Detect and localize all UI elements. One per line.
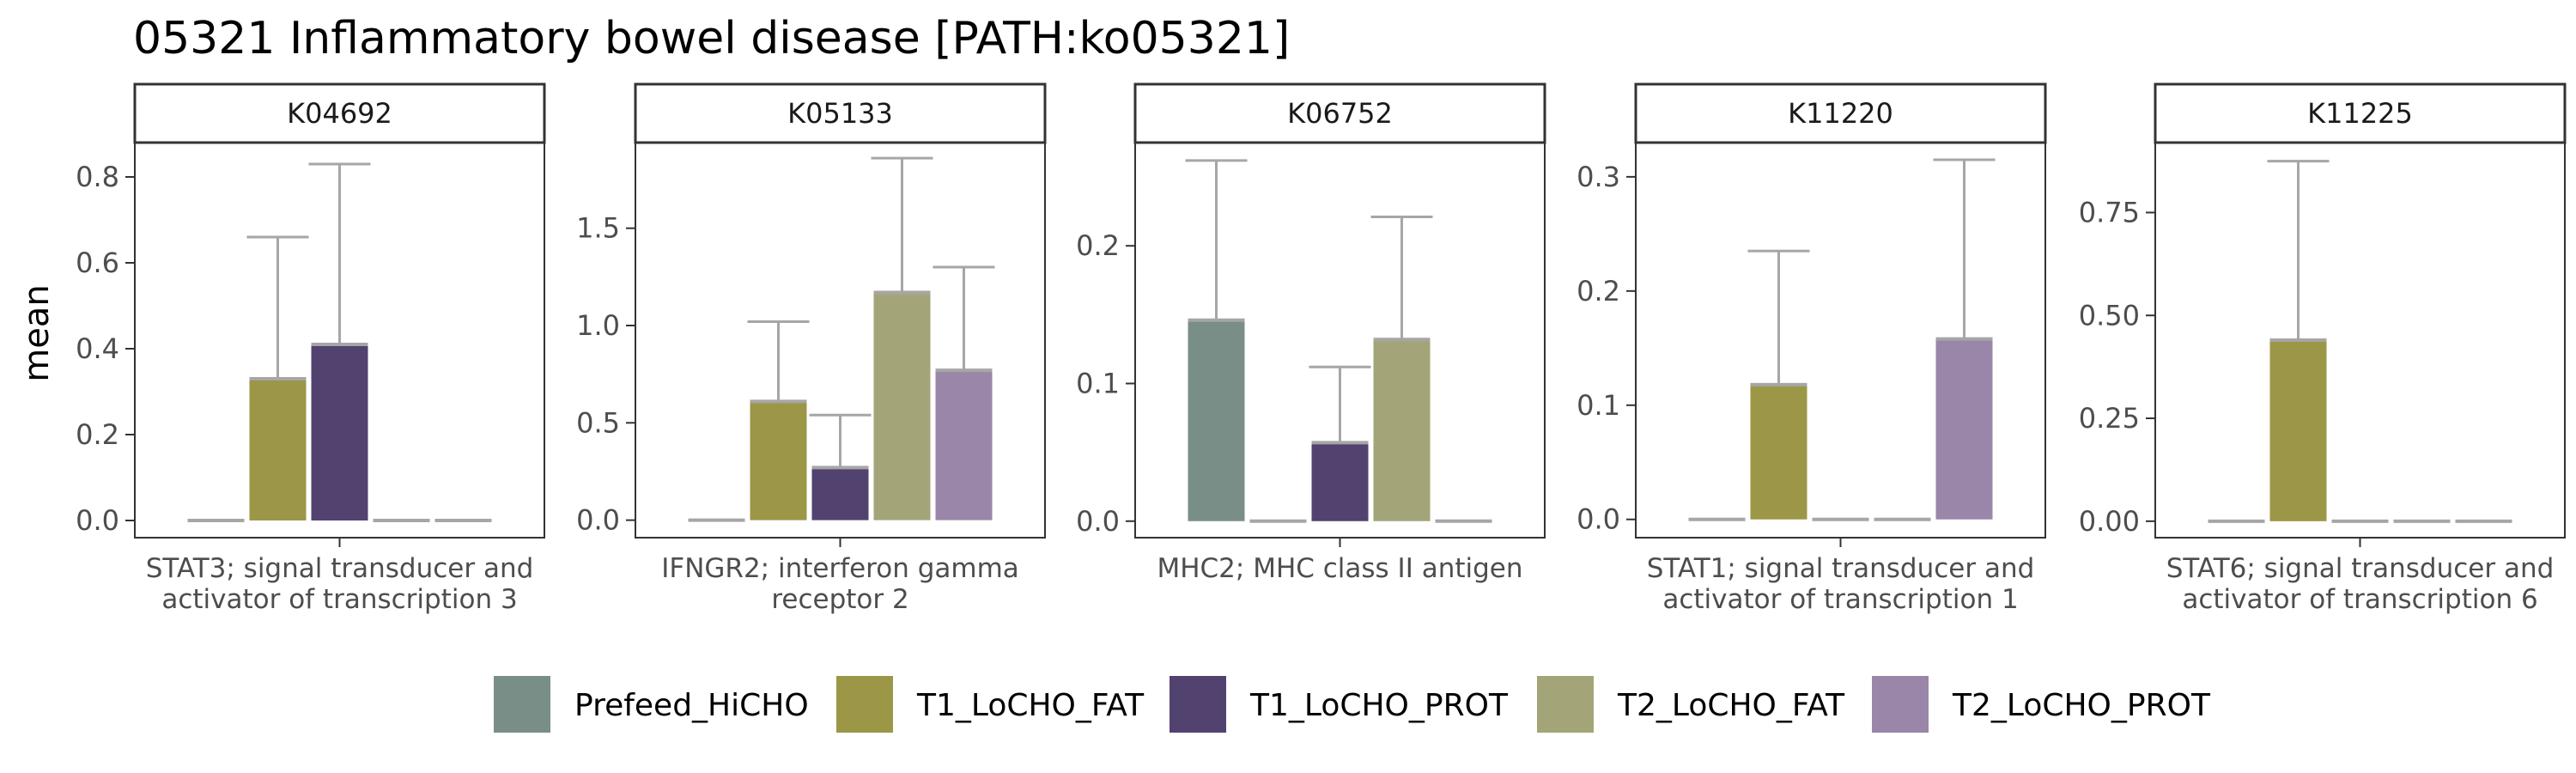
bar-Prefeed_HiCHO xyxy=(1188,320,1245,521)
bar-T1_LoCHO_PROT xyxy=(811,467,869,520)
bar-T1_LoCHO_FAT xyxy=(2269,340,2327,521)
x-category-label: MHC2; MHC class II antigen xyxy=(1157,553,1522,584)
facet-panel-K05133: K05133 0.0 0.5 1.0 1.5 IFNGR2; interferon gam… xyxy=(576,82,1047,615)
y-tick-label: 0.00 xyxy=(2079,505,2140,538)
x-category-label: STAT6; signal transducer and xyxy=(2166,553,2555,584)
legend-label: T2_LoCHO_FAT xyxy=(1617,688,1845,723)
y-tick-label: 0.75 xyxy=(2079,196,2140,228)
bar-T1_LoCHO_PROT xyxy=(311,344,368,520)
bar-T2_LoCHO_PROT xyxy=(1935,338,1993,520)
legend-label: T2_LoCHO_PROT xyxy=(1952,688,2211,723)
y-tick-label: 0.8 xyxy=(76,161,119,193)
legend-item-T2_LoCHO_FAT: T2_LoCHO_FAT xyxy=(1537,676,1845,733)
legend-swatch xyxy=(1170,676,1226,733)
bar-T2_LoCHO_PROT xyxy=(935,370,993,520)
facet-strip-label: K05133 xyxy=(787,97,893,130)
x-category-label: activator of transcription 1 xyxy=(1662,584,2018,615)
y-tick-label: 0.6 xyxy=(76,247,119,279)
facet-strip xyxy=(1133,82,1546,144)
legend-swatch xyxy=(1872,676,1929,733)
y-tick-label: 0.2 xyxy=(1076,229,1120,262)
x-category-label: activator of transcription 3 xyxy=(161,584,517,615)
legend-item-T1_LoCHO_PROT: T1_LoCHO_PROT xyxy=(1170,676,1509,733)
legend-item-T1_LoCHO_FAT: T1_LoCHO_FAT xyxy=(836,676,1145,733)
legend: Prefeed_HiCHO T1_LoCHO_FAT T1_LoCHO_PROT T2… xyxy=(494,676,2211,733)
x-category-label: activator of transcription 6 xyxy=(2182,584,2537,615)
facet-strip-label: K04692 xyxy=(287,97,392,130)
panel-frame xyxy=(2154,142,2566,539)
x-category-label: STAT3; signal transducer and xyxy=(146,553,534,584)
legend-item-T2_LoCHO_PROT: T2_LoCHO_PROT xyxy=(1872,676,2211,733)
y-tick-label: 0.0 xyxy=(76,504,119,537)
y-tick-label: 0.3 xyxy=(1577,161,1620,193)
legend-swatch xyxy=(494,676,550,733)
facet-strip xyxy=(1634,82,2047,144)
bar-T1_LoCHO_PROT xyxy=(1311,442,1369,521)
chart-title: 05321 Inflammatory bowel disease [PATH:k… xyxy=(133,13,1290,64)
y-tick-label: 1.0 xyxy=(576,309,620,342)
bar-T1_LoCHO_FAT xyxy=(249,379,307,520)
facet-strip xyxy=(133,82,546,144)
facet-panels: K04692 0.0 0.2 0.4 0.6 0.8 STAT3; signal trans… xyxy=(76,82,2567,615)
facet-strip-label: K06752 xyxy=(1287,97,1393,130)
y-tick-label: 0.4 xyxy=(76,332,119,365)
bar-T2_LoCHO_FAT xyxy=(1373,339,1431,521)
y-tick-label: 0.1 xyxy=(1076,367,1120,399)
y-tick-label: 0.5 xyxy=(576,406,620,439)
x-category-label: IFNGR2; interferon gamma xyxy=(661,553,1019,584)
facet-panel-K11220: K11220 0.0 0.1 0.2 0.3 STAT1; signal transduc… xyxy=(1577,82,2047,615)
facet-panel-K06752: K06752 0.0 0.1 0.2 MHC2; MHC class II antige… xyxy=(1076,82,1546,584)
legend-label: T1_LoCHO_FAT xyxy=(916,688,1145,723)
legend-swatch xyxy=(1537,676,1594,733)
y-axis-label: mean xyxy=(17,284,57,381)
facet-panel-K11225: K11225 0.00 0.25 0.50 0.75 STAT6; signal tran… xyxy=(2079,82,2567,615)
facet-panel-K04692: K04692 0.0 0.2 0.4 0.6 0.8 STAT3; signal trans… xyxy=(76,82,546,615)
bar-T1_LoCHO_FAT xyxy=(1750,384,1807,520)
bar-T2_LoCHO_FAT xyxy=(873,292,931,520)
facet-strip xyxy=(2154,82,2567,144)
y-tick-label: 0.0 xyxy=(576,504,620,537)
legend-swatch xyxy=(836,676,893,733)
x-category-label: STAT1; signal transducer and xyxy=(1647,553,2035,584)
y-tick-label: 0.25 xyxy=(2079,402,2140,435)
facet-strip-label: K11220 xyxy=(1788,97,1893,130)
legend-label: T1_LoCHO_PROT xyxy=(1249,688,1509,723)
facet-strip xyxy=(634,82,1047,144)
facet-strip-label: K11225 xyxy=(2307,97,2413,130)
bar-T1_LoCHO_FAT xyxy=(750,401,807,520)
y-tick-label: 1.5 xyxy=(576,212,620,245)
x-category-label: receptor 2 xyxy=(771,584,908,615)
legend-item-Prefeed_HiCHO: Prefeed_HiCHO xyxy=(494,676,809,733)
legend-label: Prefeed_HiCHO xyxy=(574,688,809,723)
y-tick-label: 0.2 xyxy=(1577,275,1620,307)
y-tick-label: 0.0 xyxy=(1076,505,1120,538)
y-tick-label: 0.2 xyxy=(76,418,119,451)
y-tick-label: 0.1 xyxy=(1577,389,1620,422)
y-tick-label: 0.0 xyxy=(1577,503,1620,536)
y-tick-label: 0.50 xyxy=(2079,299,2140,332)
